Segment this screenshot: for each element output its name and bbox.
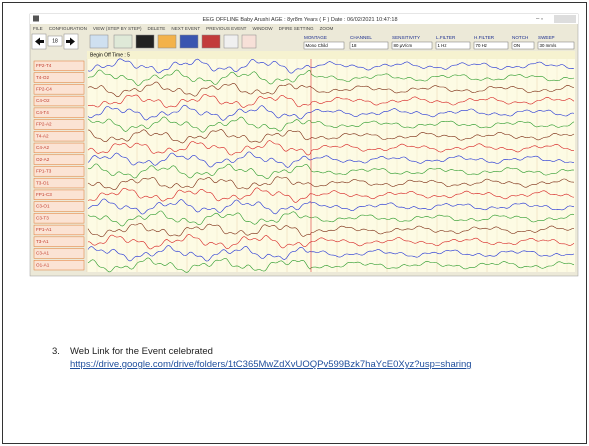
tool-button[interactable] — [202, 35, 220, 48]
channel-label: C4-T4 — [36, 110, 49, 115]
setting-value: ON — [514, 43, 521, 48]
channel-label: O1-A1 — [36, 262, 50, 267]
item-number: 3. — [52, 346, 70, 357]
tool-button[interactable] — [180, 35, 198, 48]
menu-item[interactable]: PREVIOUS EVENT — [206, 26, 247, 31]
setting-label: H.FILTER — [474, 35, 495, 40]
setting-label: SENSITIVITY — [392, 35, 420, 40]
item-link[interactable]: https://drive.google.com/drive/folders/1… — [70, 359, 572, 371]
channel-label: C3-O1 — [36, 204, 50, 209]
marker-label: Begin Off Time : 5 — [90, 52, 130, 58]
close-button[interactable] — [554, 15, 576, 23]
setting-value: 80 µV/cm — [394, 43, 413, 48]
menu-item[interactable]: NEXT EVENT — [171, 26, 200, 31]
setting-value: 30 mm/s — [540, 43, 558, 48]
menu-item[interactable]: DFIRE SETTING — [279, 26, 314, 31]
menu-item[interactable]: FILE — [33, 26, 43, 31]
eeg-screenshot: EEG OFFLINE Baby Arushi AGE : 8yr8m Year… — [0, 0, 589, 290]
setting-label: NOTCH — [512, 35, 528, 40]
channel-label: C4-A2 — [36, 145, 49, 150]
setting-label: CHANNEL — [350, 35, 372, 40]
tool-button[interactable] — [136, 35, 154, 48]
menu-item[interactable]: DELETE — [148, 26, 166, 31]
setting-label: L.FILTER — [436, 35, 456, 40]
channel-label: FP1-C3 — [36, 192, 52, 197]
tool-button[interactable] — [242, 35, 256, 48]
channel-label: C3-A1 — [36, 251, 49, 256]
channel-label: FP1-T3 — [36, 169, 52, 174]
menu-item[interactable]: CONFIGURATION — [49, 26, 87, 31]
channel-label: FP1-A1 — [36, 227, 52, 232]
setting-value: 1 Hz — [438, 43, 447, 48]
page: EEG OFFLINE Baby Arushi AGE : 8yr8m Year… — [0, 0, 589, 446]
tool-button[interactable] — [158, 35, 176, 48]
setting-value: 70 Hz — [476, 43, 487, 48]
channel-label: FP2-T4 — [36, 63, 52, 68]
window-title: EEG OFFLINE Baby Arushi AGE : 8yr8m Year… — [202, 17, 397, 23]
setting-value: Mono Child — [306, 43, 329, 48]
menu-bar: FILE CONFIGURATION VIEW (STEP BY STEP) DELE… — [33, 26, 334, 31]
channel-label: T4-A2 — [36, 133, 49, 138]
menu-item[interactable]: ZOOM — [320, 26, 334, 31]
channel-label: O2-A2 — [36, 157, 50, 162]
channel-label: T3-O1 — [36, 180, 49, 185]
item-heading: Web Link for the Event celebrated — [70, 346, 213, 357]
page-number: 18 — [52, 38, 58, 44]
channel-label: C4-O2 — [36, 98, 50, 103]
menu-item[interactable]: VIEW (STEP BY STEP) — [93, 26, 142, 31]
tool-button[interactable] — [224, 35, 238, 48]
list-item: 3.Web Link for the Event celebrated http… — [52, 346, 572, 371]
marker-strip — [87, 51, 575, 59]
channel-label: T3-A1 — [36, 239, 49, 244]
tool-button[interactable] — [114, 35, 132, 48]
channel-label: FP2-C4 — [36, 87, 52, 92]
setting-value: 18 — [352, 43, 357, 48]
window-controls: – ▫ — [536, 17, 543, 23]
tool-button[interactable] — [90, 35, 108, 48]
app-icon — [33, 16, 39, 22]
channel-label: C3-T3 — [36, 215, 49, 220]
channel-label: FP2-A2 — [36, 122, 52, 127]
menu-item[interactable]: WINDOW — [252, 26, 273, 31]
setting-label: MONTAGE — [304, 35, 327, 40]
setting-label: SWEEP — [538, 35, 555, 40]
channel-label: T4-O2 — [36, 75, 49, 80]
